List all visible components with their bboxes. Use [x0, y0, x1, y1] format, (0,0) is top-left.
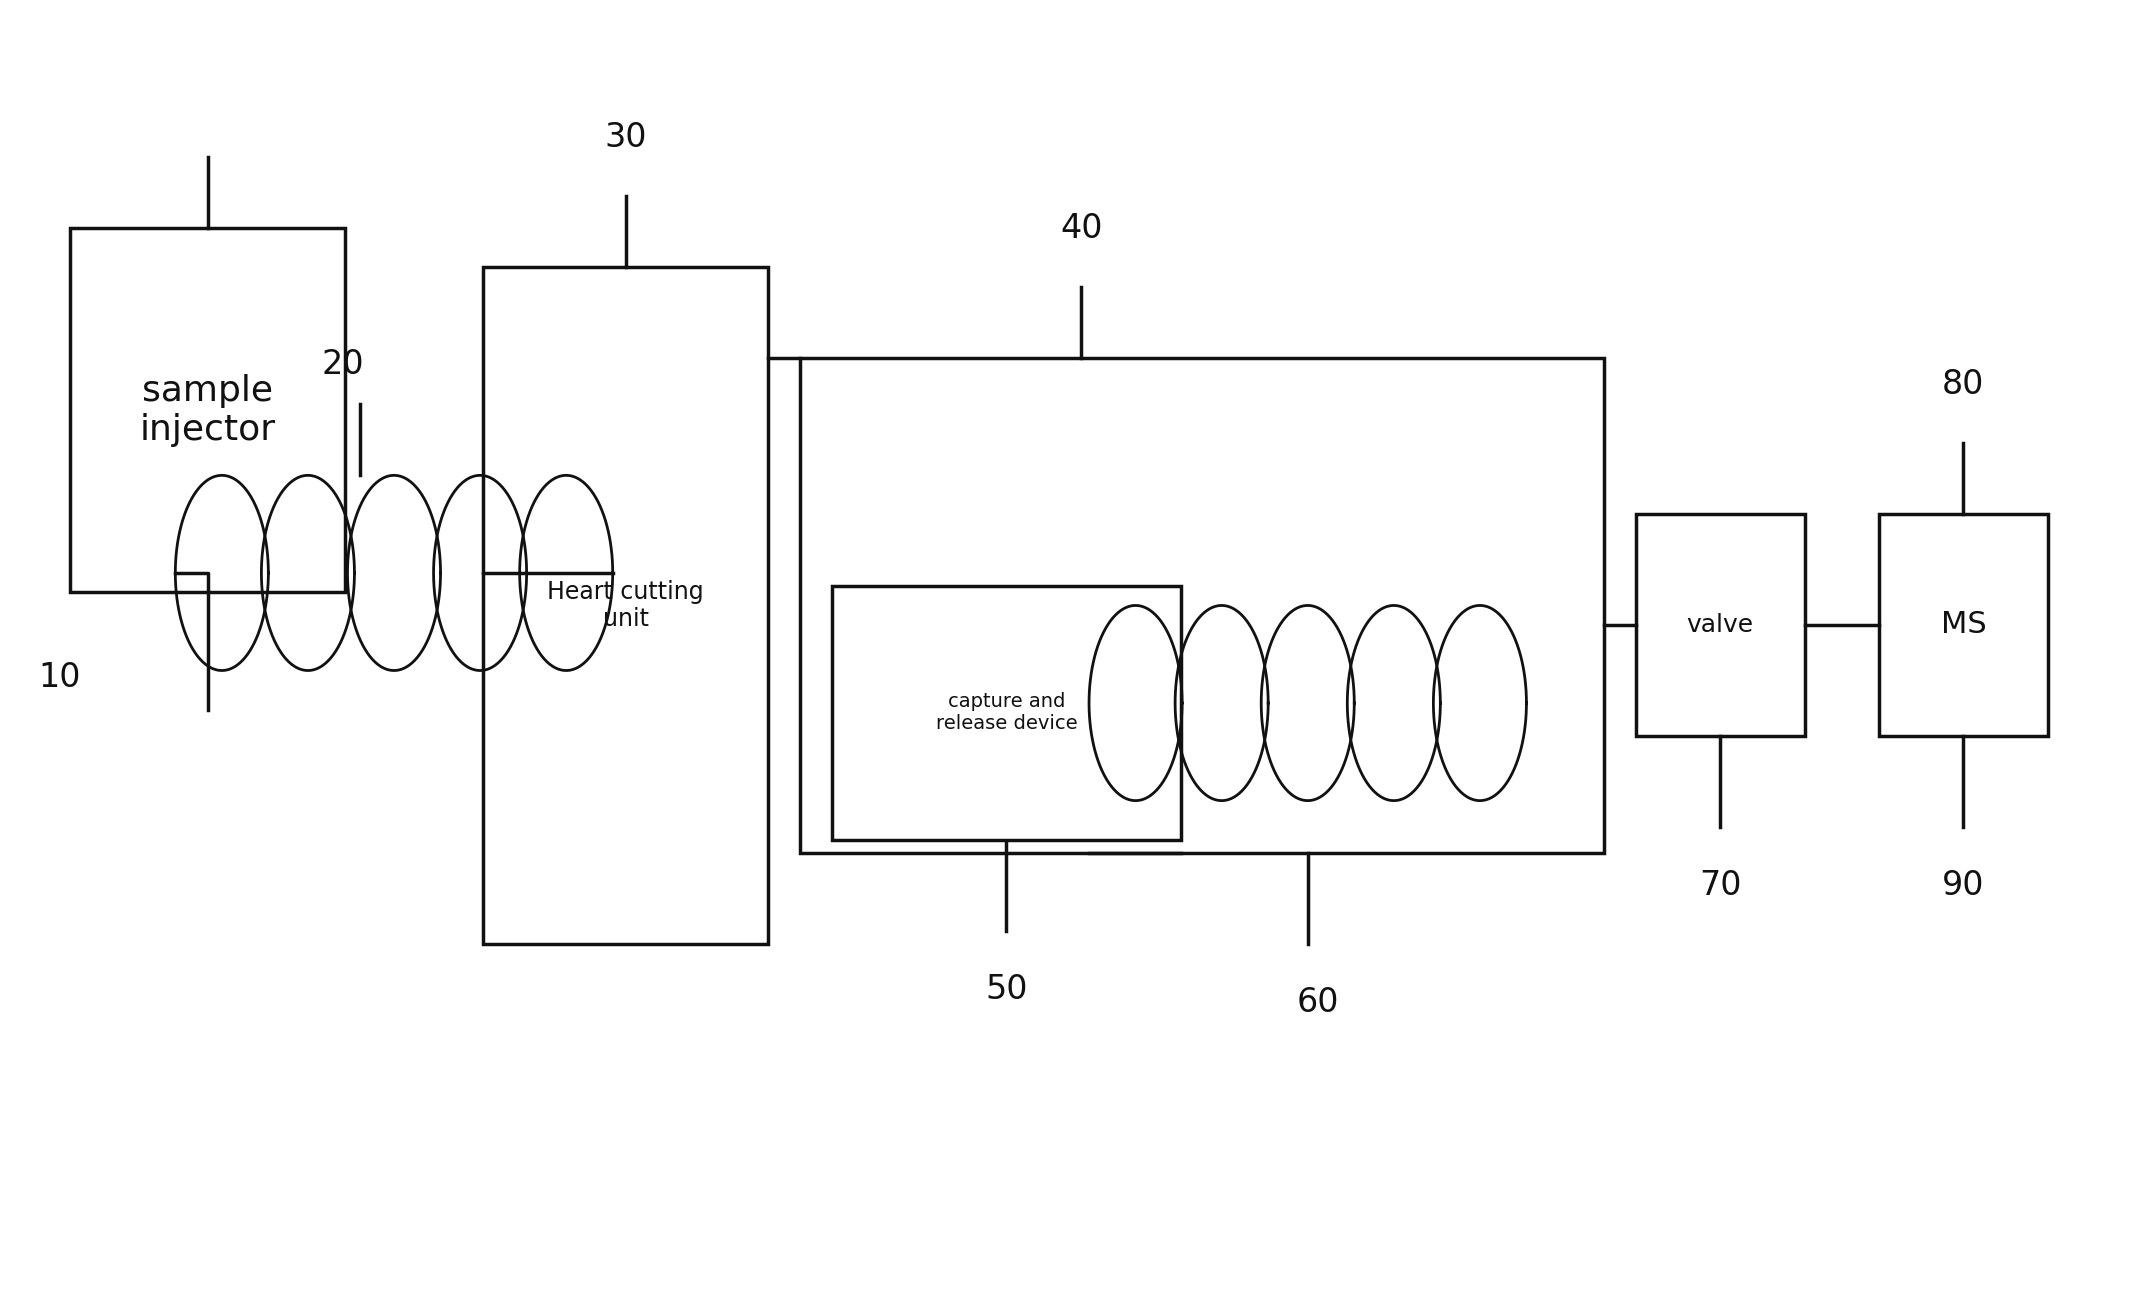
Text: capture and
release device: capture and release device — [935, 692, 1077, 734]
Text: valve: valve — [1686, 613, 1754, 636]
Text: 90: 90 — [1942, 869, 1984, 902]
Text: 50: 50 — [986, 973, 1028, 1006]
Bar — [1878, 514, 2048, 735]
Text: 20: 20 — [321, 348, 364, 381]
Bar — [832, 586, 1182, 840]
Text: 30: 30 — [605, 121, 647, 154]
Bar — [483, 267, 769, 944]
Text: 40: 40 — [1060, 212, 1103, 245]
Text: 60: 60 — [1297, 986, 1339, 1019]
Text: sample
injector: sample injector — [141, 373, 277, 447]
Text: 10: 10 — [38, 660, 81, 693]
Bar — [801, 358, 1603, 852]
Bar — [70, 227, 345, 593]
Text: 70: 70 — [1699, 869, 1742, 902]
Bar — [1635, 514, 1805, 735]
Text: 80: 80 — [1942, 368, 1984, 401]
Text: Heart cutting
unit: Heart cutting unit — [547, 580, 705, 631]
Text: MS: MS — [1940, 610, 1986, 639]
